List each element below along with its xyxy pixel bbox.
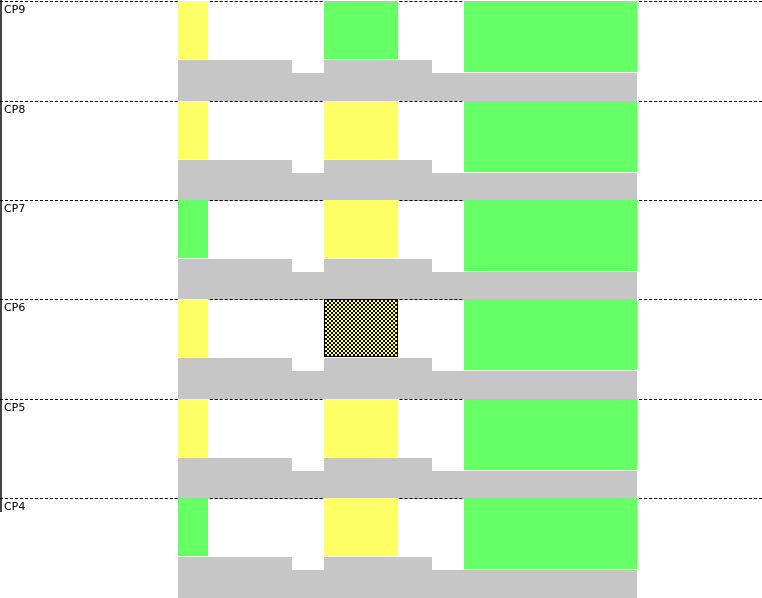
yellow-cell[interactable] — [178, 299, 208, 357]
row-cp4: CP4 — [0, 498, 762, 598]
yellow-cell[interactable] — [178, 101, 208, 159]
green-cell[interactable] — [178, 200, 208, 258]
gray-band — [292, 73, 324, 101]
gray-band — [432, 73, 637, 101]
gray-band — [432, 371, 637, 399]
row-label: CP4 — [4, 500, 26, 513]
gray-band — [324, 557, 432, 598]
row-cp9: CP9 — [0, 1, 762, 101]
green-cell[interactable] — [464, 1, 637, 72]
gray-band — [432, 272, 637, 300]
gray-band — [178, 458, 292, 499]
green-cell[interactable] — [324, 1, 398, 59]
yellow-cell[interactable] — [324, 498, 398, 556]
green-cell[interactable] — [464, 399, 637, 470]
gray-band — [178, 259, 292, 300]
row-label: CP9 — [4, 3, 26, 16]
green-cell[interactable] — [464, 200, 637, 271]
gray-band — [292, 371, 324, 399]
gray-band — [178, 60, 292, 101]
row-label: CP7 — [4, 202, 26, 215]
green-cell[interactable] — [464, 498, 637, 569]
gray-band — [292, 570, 324, 598]
yellow-cell[interactable] — [178, 1, 208, 59]
gray-band — [432, 173, 637, 201]
gray-band — [324, 259, 432, 300]
gray-band — [178, 557, 292, 598]
green-cell[interactable] — [178, 498, 208, 556]
row-label: CP5 — [4, 401, 26, 414]
gray-band — [324, 458, 432, 499]
row-label: CP8 — [4, 103, 26, 116]
row-cp8: CP8 — [0, 101, 762, 201]
green-cell[interactable] — [464, 101, 637, 172]
row-cp6: CP6 — [0, 299, 762, 399]
left-axis-line — [0, 0, 2, 512]
gray-band — [292, 173, 324, 201]
gray-band — [324, 358, 432, 399]
yellow-cell[interactable] — [324, 200, 398, 258]
gray-band — [432, 570, 637, 598]
row-cp5: CP5 — [0, 399, 762, 499]
gray-band — [324, 60, 432, 101]
gray-band — [324, 160, 432, 201]
gray-band — [178, 358, 292, 399]
row-label: CP6 — [4, 301, 26, 314]
yellow-cell[interactable] — [324, 399, 398, 457]
gray-band — [178, 160, 292, 201]
row-cp7: CP7 — [0, 200, 762, 300]
green-cell[interactable] — [464, 299, 637, 370]
gray-band — [292, 471, 324, 499]
yellow-cell[interactable] — [178, 399, 208, 457]
gray-band — [292, 272, 324, 300]
gray-band — [432, 471, 637, 499]
yellow-cell[interactable] — [324, 101, 398, 159]
selected-cell[interactable] — [324, 299, 398, 357]
